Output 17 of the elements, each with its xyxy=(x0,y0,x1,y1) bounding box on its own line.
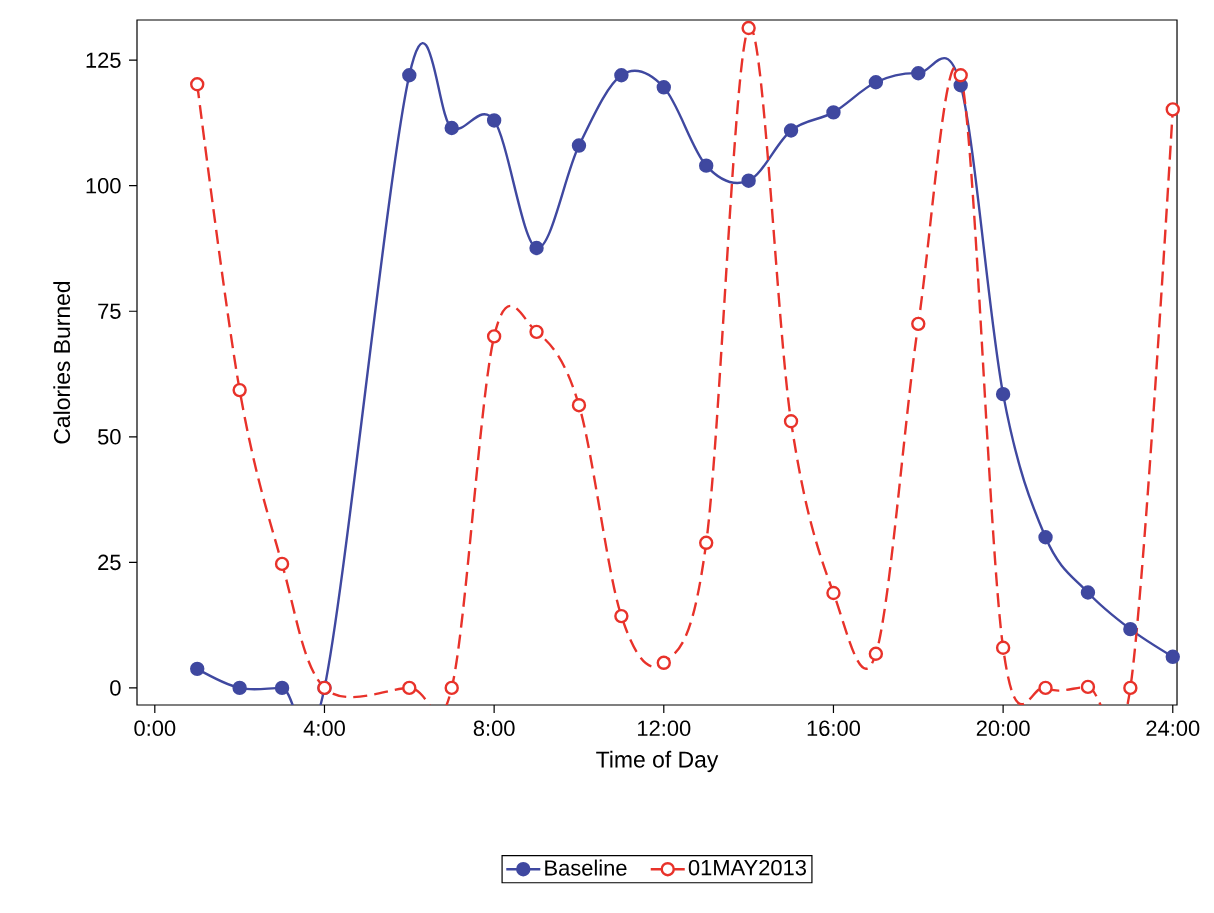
y-axis-title: Calories Burned xyxy=(53,281,71,444)
y-tick-label: 0 xyxy=(110,680,121,696)
legend-label: Baseline xyxy=(545,859,627,876)
y-tick-label: 25 xyxy=(98,554,121,571)
x-tick-label: 12:00 xyxy=(638,720,691,737)
y-tick-label: 75 xyxy=(98,303,121,319)
x-axis-title: Time of Day xyxy=(596,750,719,773)
x-tick-label: 24:00 xyxy=(1146,720,1200,737)
x-tick-label: 16:00 xyxy=(807,720,861,737)
x-tick-label: 8:00 xyxy=(473,720,515,737)
x-tick-label: 20:00 xyxy=(976,720,1030,737)
x-tick-label: 4:00 xyxy=(303,720,345,737)
y-tick-label: 125 xyxy=(86,52,121,68)
x-tick-label: 0:00 xyxy=(134,720,176,737)
legend-label: 01MAY2013 xyxy=(688,859,806,876)
y-tick-label: 100 xyxy=(86,177,121,194)
y-tick-label: 50 xyxy=(97,429,121,445)
